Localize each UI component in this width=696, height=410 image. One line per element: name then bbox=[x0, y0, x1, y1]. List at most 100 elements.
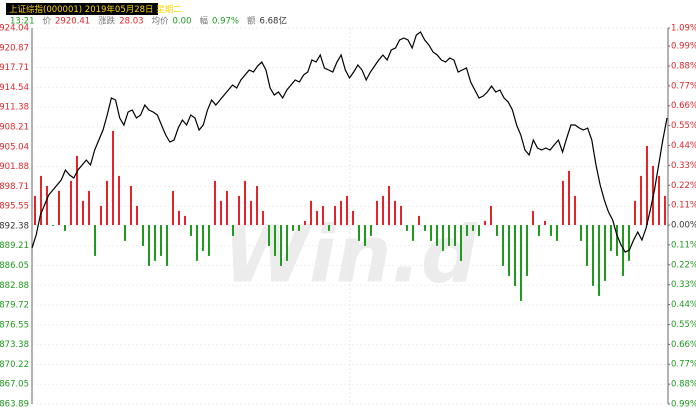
bar bbox=[220, 200, 222, 226]
bar bbox=[418, 215, 420, 226]
bar bbox=[460, 225, 462, 261]
bar bbox=[658, 175, 660, 226]
bar bbox=[244, 180, 246, 226]
y2-tick-label: 0.66% bbox=[671, 340, 696, 350]
bar bbox=[40, 175, 42, 226]
y2-tick-label: 0.88% bbox=[671, 61, 696, 71]
bar bbox=[256, 185, 258, 226]
bar bbox=[370, 225, 372, 236]
title-box bbox=[6, 3, 158, 15]
bar bbox=[262, 210, 264, 226]
bar bbox=[598, 225, 600, 296]
y-tick-label: 2892.38 bbox=[0, 221, 29, 231]
bar bbox=[232, 225, 234, 236]
bar bbox=[454, 225, 456, 246]
bar bbox=[292, 225, 294, 231]
bar bbox=[58, 190, 60, 226]
bar bbox=[490, 205, 492, 226]
y-tick-label: 2889.21 bbox=[0, 241, 29, 251]
bar bbox=[298, 225, 300, 231]
y2-tick-label: 0.22% bbox=[671, 260, 696, 270]
bar bbox=[238, 195, 240, 226]
bar bbox=[436, 225, 438, 246]
info-text: 幅 bbox=[199, 16, 208, 27]
y-tick-label: 2911.38 bbox=[0, 103, 29, 113]
bar bbox=[226, 190, 228, 226]
bar bbox=[604, 225, 606, 281]
bar bbox=[424, 225, 426, 231]
y2-tick-label: 0.66% bbox=[671, 101, 696, 111]
bar bbox=[154, 225, 156, 261]
y2-tick-label: 0.99% bbox=[671, 42, 696, 52]
bar bbox=[76, 155, 78, 226]
bar bbox=[94, 225, 96, 256]
bar bbox=[52, 225, 54, 226]
y-tick-label: 2886.05 bbox=[0, 261, 29, 271]
bar bbox=[286, 225, 288, 261]
bar bbox=[586, 225, 588, 266]
y2-tick-label: 0.55% bbox=[671, 121, 696, 131]
bar bbox=[478, 225, 480, 236]
info-text: 6.68亿 bbox=[260, 16, 287, 27]
bar bbox=[328, 225, 330, 231]
y2-tick-label: 0.33% bbox=[671, 161, 696, 171]
bar bbox=[100, 205, 102, 226]
bar bbox=[430, 225, 432, 241]
y2-tick-label: 0.77% bbox=[671, 81, 696, 91]
bar bbox=[346, 195, 348, 226]
info-text: 0.97% bbox=[212, 17, 239, 27]
bar bbox=[310, 200, 312, 226]
bar bbox=[592, 225, 594, 286]
bar bbox=[484, 220, 486, 226]
bar bbox=[640, 175, 642, 226]
bar bbox=[364, 225, 366, 246]
info-text: 0.00 bbox=[173, 17, 192, 27]
y-tick-label: 2879.72 bbox=[0, 301, 29, 311]
bar bbox=[496, 225, 498, 236]
chart-title: 上证综指(000001) 2019年05月28日 星期二 bbox=[9, 4, 182, 15]
bar bbox=[316, 210, 318, 226]
bar bbox=[538, 225, 540, 236]
y-tick-label: 2914.54 bbox=[0, 83, 29, 93]
bar bbox=[214, 180, 216, 226]
bar bbox=[196, 225, 198, 261]
info-text: 13:21 bbox=[10, 17, 35, 27]
bar bbox=[610, 225, 612, 251]
bar bbox=[628, 225, 630, 261]
y2-tick-label: 0.77% bbox=[671, 360, 696, 370]
y2-tick-label: 0.99% bbox=[671, 400, 696, 410]
bar bbox=[622, 225, 624, 276]
bar bbox=[82, 200, 84, 226]
info-text: 28.03 bbox=[119, 17, 143, 27]
bar bbox=[562, 180, 564, 226]
y-tick-label: 2920.87 bbox=[0, 43, 29, 53]
bar bbox=[334, 205, 336, 226]
bar bbox=[124, 225, 126, 241]
bar bbox=[166, 225, 168, 266]
quote-info: 13:21 价 2920.41 涨跌 28.03 均价 0.00 幅 0.97% 额 6.68亿 bbox=[10, 16, 287, 27]
bar bbox=[376, 200, 378, 226]
y2-tick-label: 0.44% bbox=[671, 300, 696, 310]
bar bbox=[274, 225, 276, 256]
bar bbox=[184, 215, 186, 226]
price-line bbox=[31, 31, 668, 253]
bar bbox=[202, 225, 204, 251]
bar bbox=[388, 185, 390, 226]
info-text: 涨跌 bbox=[98, 16, 116, 27]
bar bbox=[520, 225, 522, 301]
bar bbox=[190, 225, 192, 236]
bar bbox=[340, 200, 342, 226]
watermark: Win.d bbox=[223, 210, 478, 300]
bar bbox=[148, 225, 150, 266]
bar bbox=[208, 225, 210, 256]
bar bbox=[382, 195, 384, 226]
info-text: 2920.41 bbox=[55, 17, 90, 27]
y2-tick-label: 0.11% bbox=[671, 240, 696, 250]
y-tick-label: 2882.88 bbox=[0, 281, 29, 291]
bar bbox=[508, 225, 510, 276]
y2-tick-label: 0.33% bbox=[671, 280, 696, 290]
bar bbox=[64, 225, 66, 231]
bar bbox=[466, 225, 468, 236]
